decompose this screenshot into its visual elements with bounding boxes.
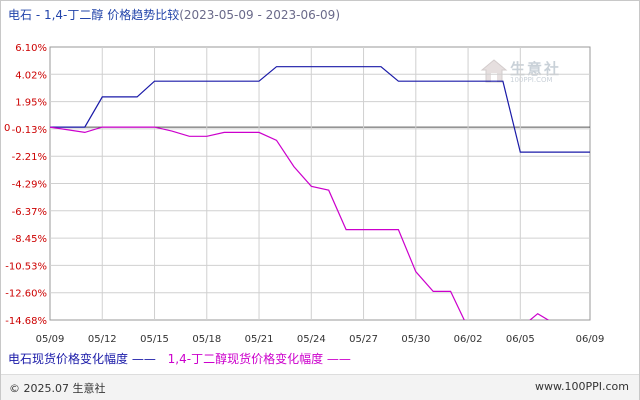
x-tick-label: 05/30 bbox=[401, 334, 430, 345]
y-zero-label: 0 bbox=[4, 123, 10, 134]
x-tick-label: 05/12 bbox=[88, 334, 117, 345]
x-tick-label: 05/21 bbox=[245, 334, 274, 345]
y-tick-label: -0.13% bbox=[12, 125, 47, 136]
x-tick-label: 05/18 bbox=[192, 334, 221, 345]
y-tick-label: 1.95% bbox=[15, 98, 47, 109]
x-tick-label: 06/09 bbox=[576, 334, 605, 345]
series-line-2 bbox=[50, 126, 550, 320]
legend-series1-label: 电石现货价格变化幅度 bbox=[8, 352, 129, 366]
x-tick-label: 05/15 bbox=[140, 334, 169, 345]
x-tick-label: 05/27 bbox=[349, 334, 378, 345]
y-tick-label: -10.53% bbox=[5, 261, 47, 272]
x-tick-label: 05/24 bbox=[297, 334, 326, 345]
chart-title-main: 电石 - 1,4-丁二醇 价格趋势比较 bbox=[8, 8, 180, 22]
legend-series2-label: 1,4-丁二醇现货价格变化幅度 bbox=[167, 352, 324, 366]
legend-series1: 电石现货价格变化幅度 —— bbox=[8, 352, 156, 366]
house-icon bbox=[480, 59, 508, 83]
y-tick-label: -14.68% bbox=[5, 316, 47, 327]
legend-series2: 1,4-丁二醇现货价格变化幅度 —— bbox=[167, 352, 351, 366]
watermark-logo: 生意社 100PPI.COM bbox=[480, 58, 576, 88]
footer-bar: © 2025.07 生意社 www.100PPI.com bbox=[1, 374, 639, 400]
y-tick-label: -2.21% bbox=[12, 152, 47, 163]
legend: 电石现货价格变化幅度 —— 1,4-丁二醇现货价格变化幅度 —— bbox=[8, 350, 359, 367]
y-tick-label: 6.10% bbox=[15, 43, 47, 54]
footer-copyright: © 2025.07 生意社 bbox=[9, 382, 106, 395]
x-tick-label: 05/09 bbox=[36, 334, 65, 345]
y-tick-label: 4.02% bbox=[15, 70, 47, 81]
watermark-url: 100PPI.COM bbox=[510, 76, 553, 84]
y-tick-label: -4.29% bbox=[12, 180, 47, 191]
watermark-text: 生意社 bbox=[510, 60, 562, 78]
x-tick-label: 06/05 bbox=[506, 334, 535, 345]
chart-title-range: (2023-05-09 - 2023-06-09) bbox=[179, 8, 341, 22]
chart-title: 电石 - 1,4-丁二醇 价格趋势比较(2023-05-09 - 2023-06… bbox=[8, 6, 340, 23]
x-tick-label: 06/02 bbox=[454, 334, 483, 345]
footer-site-link[interactable]: www.100PPI.com bbox=[535, 380, 629, 393]
y-tick-label: -8.45% bbox=[12, 234, 47, 245]
y-tick-label: -6.37% bbox=[12, 207, 47, 218]
y-tick-label: -12.60% bbox=[5, 289, 47, 300]
series-line-1 bbox=[50, 66, 590, 153]
